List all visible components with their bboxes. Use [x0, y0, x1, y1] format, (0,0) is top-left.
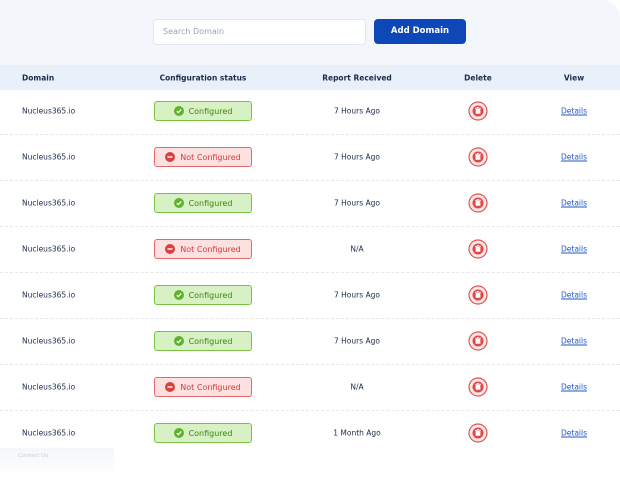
- domain-name: Nucleus365.io: [22, 198, 76, 208]
- domain-name: Nucleus365.io: [22, 244, 76, 254]
- details-link[interactable]: Details: [560, 198, 588, 208]
- status-badge: Not Configured: [154, 377, 252, 397]
- column-header: Report Received: [322, 73, 392, 82]
- status-badge: Configured: [154, 193, 252, 213]
- report-received: N/A: [350, 244, 364, 254]
- status-badge: Configured: [154, 423, 252, 443]
- row-separator: [0, 364, 620, 365]
- row-separator: [0, 272, 620, 273]
- status-badge: Configured: [154, 285, 252, 305]
- status-badge: Configured: [154, 331, 252, 351]
- delete-button[interactable]: [468, 101, 488, 121]
- details-link[interactable]: Details: [560, 106, 588, 116]
- add-domain-button[interactable]: Add Domain: [374, 19, 466, 44]
- row-separator: [0, 226, 620, 227]
- report-received: 1 Month Ago: [333, 428, 381, 438]
- status-icon: [173, 336, 184, 346]
- status-text: Not Configured: [180, 152, 241, 162]
- details-link[interactable]: Details: [560, 244, 588, 254]
- status-icon: [173, 290, 184, 300]
- status-icon: [165, 382, 176, 392]
- delete-button[interactable]: [468, 285, 488, 305]
- domain-name: Nucleus365.io: [22, 290, 76, 300]
- domain-name: Nucleus365.io: [22, 106, 76, 116]
- status-icon: [173, 198, 184, 208]
- status-badge: Not Configured: [154, 147, 252, 167]
- status-icon: [165, 244, 176, 254]
- details-link[interactable]: Details: [560, 152, 588, 162]
- status-text: Configured: [188, 106, 233, 116]
- status-icon: [165, 152, 176, 162]
- toolbar: Search Domain Add Domain: [0, 0, 620, 65]
- status-icon: [173, 428, 184, 438]
- row-separator: [0, 318, 620, 319]
- details-link[interactable]: Details: [560, 428, 588, 438]
- row-separator: [0, 134, 620, 135]
- delete-button[interactable]: [468, 377, 488, 397]
- column-header: Delete: [464, 73, 492, 82]
- status-text: Not Configured: [180, 244, 241, 254]
- domain-name: Nucleus365.io: [22, 336, 76, 346]
- delete-button[interactable]: [468, 331, 488, 351]
- status-text: Configured: [188, 336, 233, 346]
- delete-button[interactable]: [468, 147, 488, 167]
- report-received: N/A: [350, 382, 364, 392]
- status-text: Configured: [188, 428, 233, 438]
- column-header: View: [563, 73, 585, 82]
- domain-name: Nucleus365.io: [22, 382, 76, 392]
- delete-button[interactable]: [468, 239, 488, 259]
- status-text: Configured: [188, 198, 233, 208]
- details-link[interactable]: Details: [560, 290, 588, 300]
- report-received: 7 Hours Ago: [334, 198, 380, 208]
- report-received: 7 Hours Ago: [334, 106, 380, 116]
- table-header: Domain Configuration status Report Receive…: [0, 65, 620, 90]
- status-badge: Configured: [154, 101, 252, 121]
- column-header: Domain: [22, 73, 55, 82]
- status-text: Not Configured: [180, 382, 241, 392]
- domain-name: Nucleus365.io: [22, 152, 76, 162]
- report-received: 7 Hours Ago: [334, 152, 380, 162]
- report-received: 7 Hours Ago: [334, 336, 380, 346]
- delete-button[interactable]: [468, 193, 488, 213]
- sidebar-link[interactable]: Contact Us: [18, 453, 49, 459]
- details-link[interactable]: Details: [560, 382, 588, 392]
- search-input[interactable]: Search Domain: [153, 19, 366, 45]
- status-badge: Not Configured: [154, 239, 252, 259]
- row-separator: [0, 180, 620, 181]
- status-text: Configured: [188, 290, 233, 300]
- column-header: Configuration status: [159, 73, 247, 82]
- details-link[interactable]: Details: [560, 336, 588, 346]
- delete-button[interactable]: [468, 423, 488, 443]
- sidebar-footer: Contact Us: [0, 448, 114, 478]
- domain-name: Nucleus365.io: [22, 428, 76, 438]
- report-received: 7 Hours Ago: [334, 290, 380, 300]
- status-icon: [173, 106, 184, 116]
- row-separator: [0, 410, 620, 411]
